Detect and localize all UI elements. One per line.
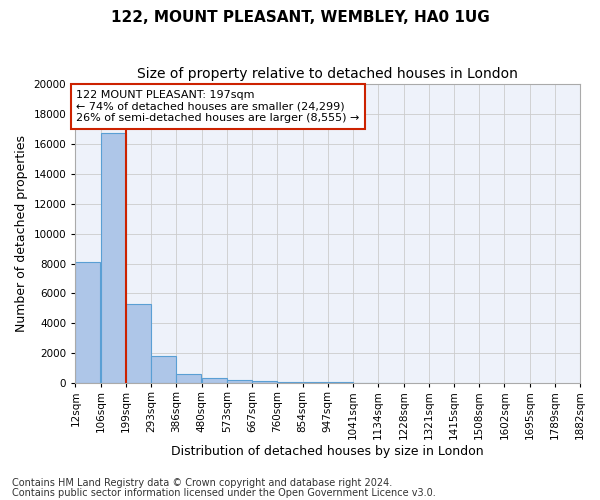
Bar xyxy=(202,378,227,384)
Bar xyxy=(252,382,277,384)
Bar xyxy=(151,356,176,384)
Bar xyxy=(277,382,302,384)
Bar xyxy=(227,380,252,384)
Bar xyxy=(328,382,353,384)
Text: Contains HM Land Registry data © Crown copyright and database right 2024.: Contains HM Land Registry data © Crown c… xyxy=(12,478,392,488)
Bar xyxy=(126,304,151,384)
Bar xyxy=(302,382,328,384)
Bar xyxy=(353,382,378,384)
Bar xyxy=(76,262,100,384)
Text: 122 MOUNT PLEASANT: 197sqm
← 74% of detached houses are smaller (24,299)
26% of : 122 MOUNT PLEASANT: 197sqm ← 74% of deta… xyxy=(76,90,359,123)
Bar xyxy=(176,374,202,384)
Text: 122, MOUNT PLEASANT, WEMBLEY, HA0 1UG: 122, MOUNT PLEASANT, WEMBLEY, HA0 1UG xyxy=(110,10,490,25)
Bar xyxy=(378,382,403,384)
Bar xyxy=(101,134,126,384)
Text: Contains public sector information licensed under the Open Government Licence v3: Contains public sector information licen… xyxy=(12,488,436,498)
X-axis label: Distribution of detached houses by size in London: Distribution of detached houses by size … xyxy=(172,444,484,458)
Y-axis label: Number of detached properties: Number of detached properties xyxy=(15,135,28,332)
Title: Size of property relative to detached houses in London: Size of property relative to detached ho… xyxy=(137,68,518,82)
